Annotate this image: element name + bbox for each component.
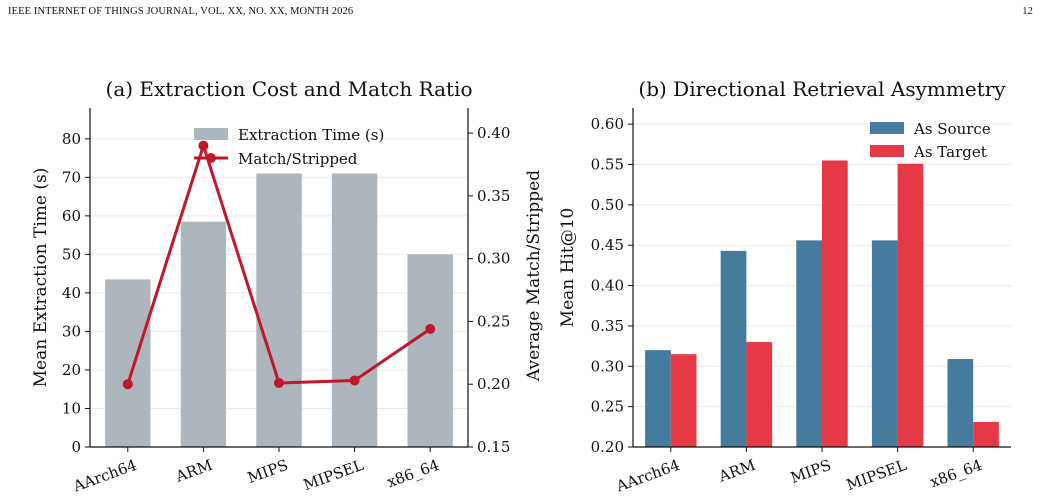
y-tick-label: 0: [71, 438, 81, 456]
bar-extraction-time: [407, 254, 453, 447]
y-tick-label: 40: [62, 284, 81, 302]
journal-header: IEEE INTERNET OF THINGS JOURNAL, VOL. XX…: [8, 6, 354, 17]
legend-label-extraction: Extraction Time (s): [238, 126, 384, 144]
y-tick-label: 0.25: [591, 398, 624, 416]
bar-as-source: [947, 359, 974, 447]
match-stripped-point: [274, 377, 284, 388]
match-stripped-point: [425, 323, 436, 334]
y-tick-label: 0.40: [591, 277, 624, 295]
y-tick-label: 0.35: [591, 317, 624, 335]
y-tick-label: 20: [62, 361, 81, 379]
y-tick-label: 60: [62, 207, 81, 225]
bar-as-source: [720, 250, 747, 447]
bar-as-target: [973, 421, 999, 447]
legend-label-match: Match/Stripped: [238, 150, 358, 168]
y-tick-label: 10: [62, 399, 81, 417]
x-tick-label: MIPSEL: [301, 456, 366, 494]
x-tick-label: MIPSEL: [844, 456, 909, 494]
legend-swatch-match-point: [206, 153, 216, 163]
y-tick-label: 50: [62, 245, 81, 263]
y2-axis-label: Average Match/Stripped: [524, 170, 544, 382]
chart-b: 0.20 0.25 0.30 0.35 0.40 0.45 0.50 0.55 0.60 AArc…: [558, 77, 1011, 496]
chart-title: (b) Directional Retrieval Asymmetry: [638, 77, 1006, 101]
y2-tick-label: 0.25: [477, 312, 510, 330]
bar-extraction-time: [331, 173, 378, 447]
y-tick-label: 0.50: [591, 196, 624, 214]
bar-as-target: [746, 342, 773, 447]
bar-as-target: [822, 160, 848, 447]
y-axis-label: Mean Hit@10: [558, 208, 578, 328]
bar-extraction-time: [180, 221, 227, 447]
x-tick-label: x86_64: [385, 456, 442, 491]
y2-tick-label: 0.30: [477, 250, 510, 268]
x-tick-label: ARM: [172, 456, 214, 486]
y2-tick-label: 0.20: [477, 375, 510, 393]
y-tick-label: 0.55: [591, 156, 624, 174]
legend-swatch-extraction: [194, 128, 228, 140]
match-stripped-point: [122, 379, 133, 390]
chart-title: (a) Extraction Cost and Match Ratio: [106, 77, 473, 101]
y-tick-label: 0.60: [591, 115, 624, 133]
y-tick-label: 70: [62, 168, 81, 186]
y2-tick-label: 0.15: [477, 438, 510, 456]
y-tick-label: 30: [62, 322, 81, 340]
page-number: 12: [1022, 6, 1033, 17]
x-tick-label: AArch64: [613, 456, 682, 496]
y-tick-label: 0.20: [591, 438, 624, 456]
match-stripped-point: [349, 375, 360, 386]
x-tick-label: x86_64: [928, 456, 985, 491]
chart-a: 0 10 20 30 40 50 60 70 80 0.15 0.20 0.25 0.30 0.35 0.4…: [31, 77, 544, 496]
x-tick-label: MIPS: [245, 456, 290, 487]
bar-as-source: [796, 240, 822, 447]
bar-as-target: [670, 354, 697, 447]
bar-as-source: [871, 240, 898, 447]
x-tick-label: MIPS: [788, 456, 833, 487]
x-tick-label: ARM: [715, 456, 757, 486]
legend-swatch-as-target: [870, 145, 904, 157]
y2-tick-label: 0.35: [477, 187, 510, 205]
match-stripped-point: [198, 140, 209, 151]
bar-as-target: [897, 163, 924, 447]
y-tick-label: 0.45: [591, 236, 624, 254]
y-axis-label: Mean Extraction Time (s): [31, 168, 51, 388]
y2-tick-label: 0.40: [477, 124, 510, 142]
legend-label-as-source: As Source: [913, 120, 991, 138]
bar-extraction-time: [105, 279, 151, 447]
y-tick-label: 0.30: [591, 357, 624, 375]
y-tick-label: 80: [62, 130, 81, 148]
bar-as-source: [645, 350, 671, 447]
x-tick-label: AArch64: [70, 456, 139, 496]
bar-extraction-time: [256, 173, 302, 447]
legend-label-as-target: As Target: [913, 143, 987, 161]
legend-swatch-as-source: [870, 122, 904, 134]
